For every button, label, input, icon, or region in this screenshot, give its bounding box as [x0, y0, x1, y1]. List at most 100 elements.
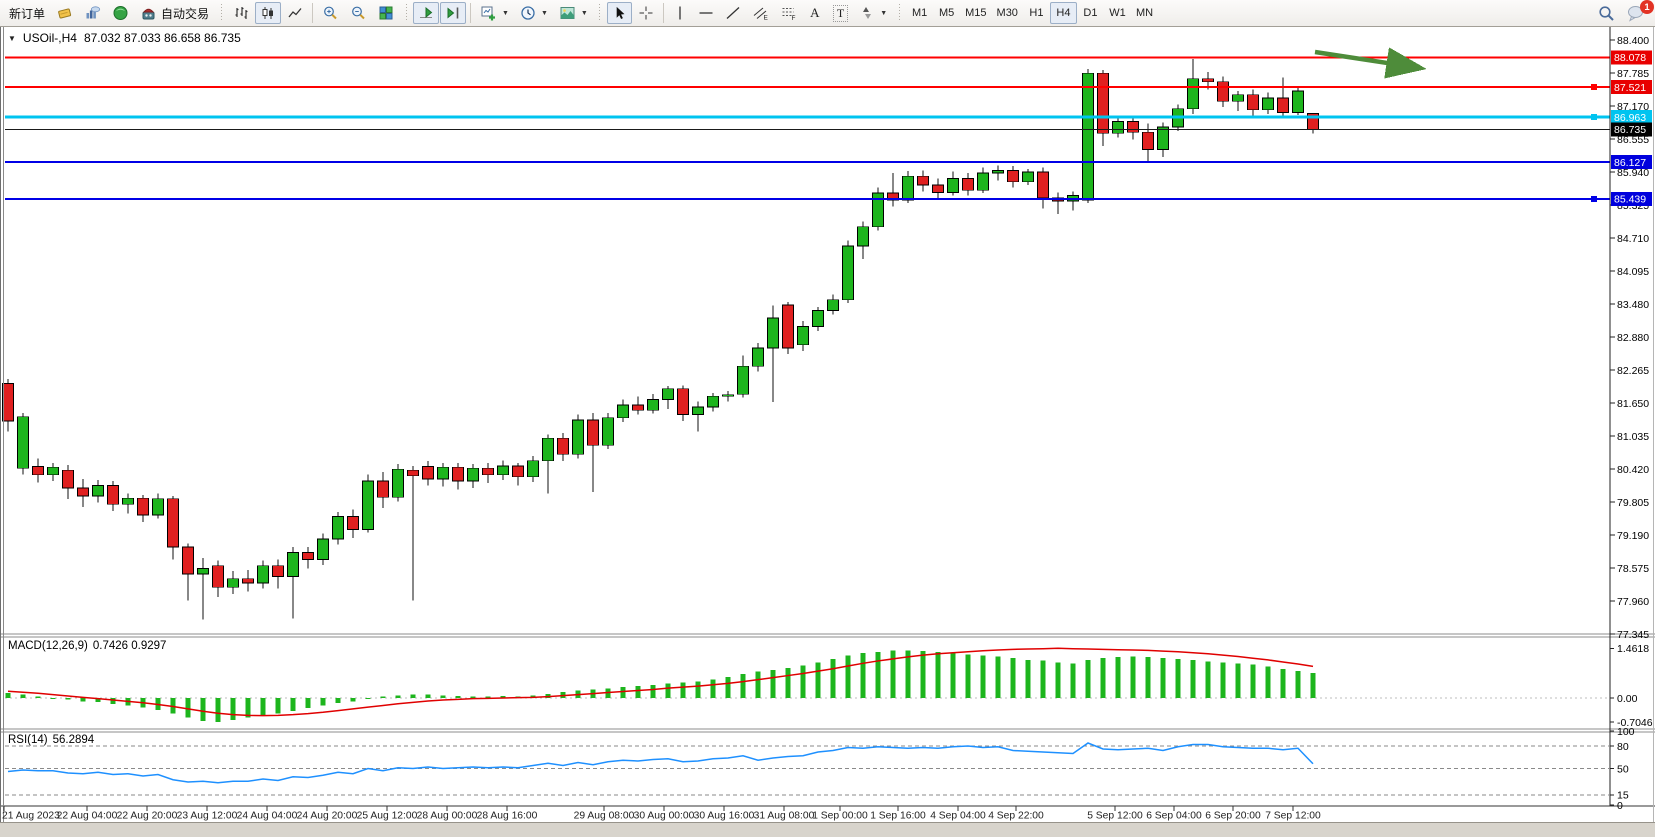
- candle-bearish: [887, 192, 899, 201]
- collapse-triangle-icon[interactable]: ▼: [8, 33, 16, 43]
- macd-histogram-bar: [635, 686, 641, 698]
- timeframe-h4[interactable]: H4: [1049, 2, 1077, 24]
- text-label-tool-button[interactable]: T: [828, 2, 853, 24]
- candle-bearish: [212, 565, 224, 588]
- clock-icon: [520, 5, 536, 21]
- candle-bullish: [1187, 78, 1199, 110]
- candlestick-chart-icon: [260, 5, 276, 21]
- macd-histogram-bar: [1040, 660, 1046, 698]
- candle-bearish: [137, 497, 149, 516]
- timeframe-w1[interactable]: W1: [1109, 7, 1126, 19]
- timeframe-m15[interactable]: M15: [965, 7, 987, 19]
- timeframe-m1[interactable]: M1: [911, 7, 928, 19]
- trendline-icon: [725, 5, 741, 21]
- period-button[interactable]: ▼: [515, 2, 553, 24]
- rsi-scale-label: 0: [1617, 800, 1623, 812]
- zoom-out-button[interactable]: [345, 2, 372, 24]
- macd-histogram-bar: [1295, 670, 1301, 698]
- chart-window[interactable]: 88.40087.78587.17086.55585.94085.32584.7…: [0, 27, 1655, 837]
- macd-histogram-bar: [620, 687, 626, 698]
- macd-histogram-bar: [920, 651, 926, 698]
- new-order-label: 新订单: [9, 6, 46, 21]
- candle-bearish: [1247, 94, 1259, 111]
- candle-bearish: [1217, 81, 1229, 102]
- autotrading-button[interactable]: 自动交易: [135, 2, 214, 24]
- price-chart-canvas[interactable]: 88.40087.78587.17086.55585.94085.32584.7…: [0, 27, 1655, 822]
- cloud-chart-button[interactable]: [79, 2, 106, 24]
- candle-bearish: [587, 419, 599, 446]
- horizontal-line-tool-button[interactable]: [693, 2, 719, 24]
- auto-scroll-icon: [418, 5, 434, 21]
- arrows-tool-button[interactable]: ▼: [854, 2, 892, 24]
- macd-histogram-bar: [20, 694, 26, 698]
- equidistant-channel-tool-button[interactable]: E: [747, 2, 774, 24]
- price-tick-label: 84.095: [1617, 266, 1649, 278]
- search-button[interactable]: [1592, 2, 1620, 24]
- price-tick-label: 79.805: [1617, 497, 1649, 509]
- timeframe-d1[interactable]: D1: [1083, 7, 1098, 19]
- new-order-button[interactable]: 新订单: [4, 2, 50, 24]
- timeframe-mn[interactable]: MN: [1135, 7, 1154, 19]
- candle-bullish: [692, 406, 704, 415]
- gold-card-button[interactable]: [51, 2, 78, 24]
- price-badge-label: 86.963: [1614, 112, 1646, 124]
- price-tick-label: 81.035: [1617, 431, 1649, 443]
- macd-histogram-bar: [1190, 659, 1196, 698]
- new-chart-button[interactable]: ▼: [475, 2, 514, 24]
- macd-histogram-bar: [650, 685, 656, 698]
- template-button[interactable]: ▼: [554, 2, 593, 24]
- cloud-chart-icon: [84, 5, 101, 21]
- zoom-in-button[interactable]: [317, 2, 344, 24]
- macd-histogram-bar: [740, 674, 746, 698]
- macd-histogram-bar: [245, 698, 251, 718]
- time-tick-label: 6 Sep 04:00: [1146, 811, 1202, 822]
- candle-bullish: [362, 480, 374, 530]
- rsi-indicator-value: 56.2894: [52, 734, 95, 746]
- candle-bearish: [62, 469, 74, 489]
- macd-histogram-bar: [800, 665, 806, 698]
- macd-histogram-bar: [1235, 663, 1241, 698]
- macd-histogram-bar: [470, 696, 476, 698]
- crosshair-tool-button[interactable]: [633, 2, 659, 24]
- price-tick-label: 78.575: [1617, 563, 1649, 575]
- notifications-button[interactable]: 1: [1621, 0, 1654, 24]
- line-chart-button[interactable]: [282, 2, 308, 24]
- macd-indicator-name: MACD(12,26,9): [8, 640, 88, 652]
- candle-bullish: [827, 299, 839, 311]
- candle-bearish: [782, 304, 794, 349]
- autotrading-icon: [140, 5, 157, 21]
- candle-bullish: [467, 467, 479, 482]
- time-tick-label: 28 Aug 00:00: [417, 811, 478, 822]
- price-badge-label: 86.735: [1614, 124, 1646, 136]
- candle-bearish: [1202, 78, 1214, 83]
- toolbar-grip: [597, 4, 602, 22]
- candlestick-chart-button[interactable]: [255, 2, 282, 24]
- time-tick-label: 31 Aug 08:00: [754, 811, 815, 822]
- toolbar-grip: [404, 4, 409, 22]
- tile-windows-button[interactable]: [373, 2, 399, 24]
- fibonacci-tool-button[interactable]: F: [775, 2, 802, 24]
- macd-histogram-bar: [830, 658, 836, 698]
- trendline-tool-button[interactable]: [720, 2, 746, 24]
- candle-bullish: [1262, 97, 1274, 111]
- text-tool-button[interactable]: A: [803, 2, 827, 24]
- macd-histogram-bar: [1145, 657, 1151, 698]
- community-button[interactable]: [107, 2, 134, 24]
- timeframe-h1[interactable]: H1: [1029, 7, 1044, 19]
- bar-chart-button[interactable]: [228, 2, 254, 24]
- cursor-tool-button[interactable]: [606, 2, 632, 24]
- macd-histogram-bar: [890, 650, 896, 698]
- time-tick-label: 28 Aug 16:00: [477, 811, 538, 822]
- auto-scroll-button[interactable]: [413, 2, 440, 24]
- timeframe-m5[interactable]: M5: [938, 7, 955, 19]
- timeframe-m30[interactable]: M30: [996, 7, 1018, 19]
- candle-bearish: [302, 552, 314, 560]
- vertical-line-tool-button[interactable]: [668, 2, 692, 24]
- chart-shift-button[interactable]: [440, 2, 467, 24]
- candle-bullish: [392, 468, 404, 498]
- zoom-in-icon: [322, 5, 339, 21]
- macd-histogram-bar: [440, 695, 446, 698]
- horizontal-line-icon: [698, 5, 714, 21]
- candle-bullish: [1292, 90, 1304, 113]
- line-endpoint-marker: [1591, 114, 1597, 121]
